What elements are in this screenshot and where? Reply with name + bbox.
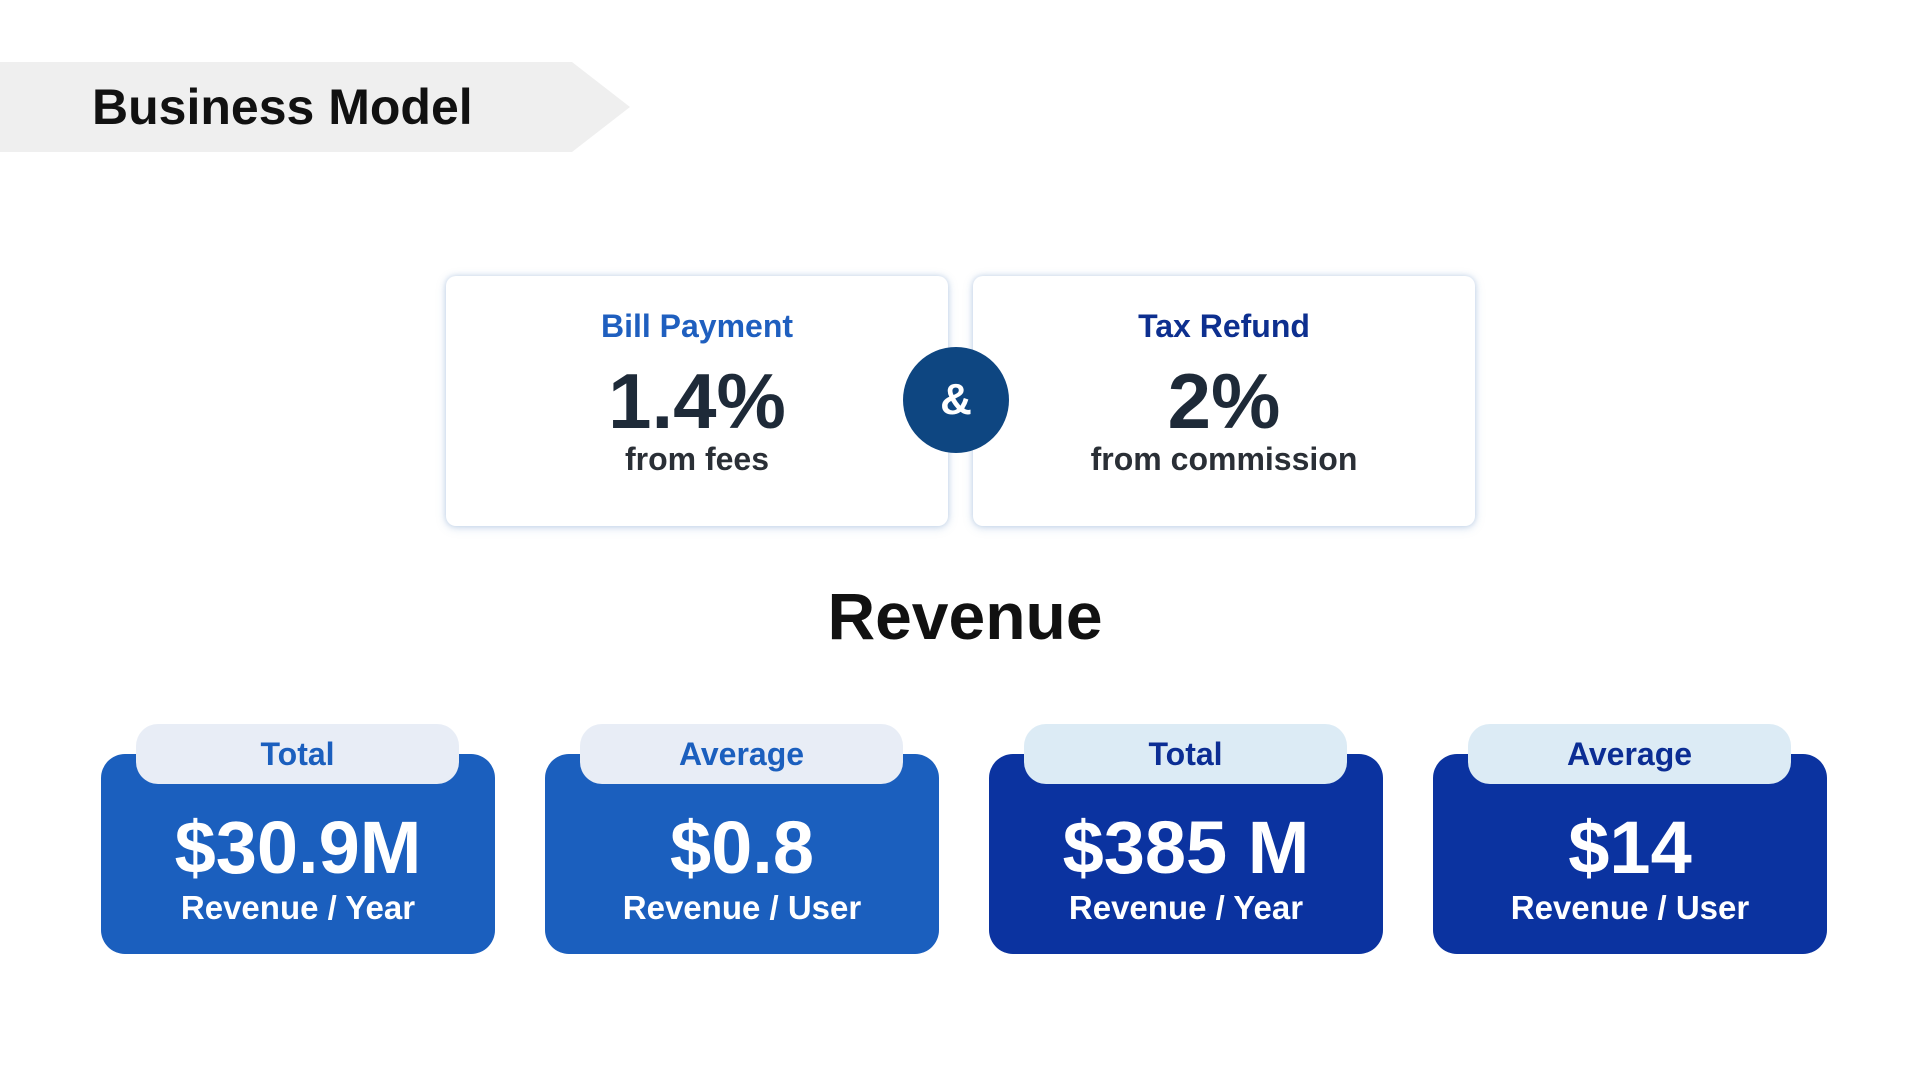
tax-refund-subtitle: from commission [1090,441,1358,477]
revenue-card-total-year-2: $385 M Revenue / Year [989,754,1383,954]
tax-refund-card: Tax Refund 2% from commission [973,276,1475,526]
revenue-card-value: $385 M [1062,806,1310,889]
tax-refund-label: Tax Refund [1138,308,1310,344]
revenue-card-average-user-1: $0.8 Revenue / User [545,754,939,954]
revenue-card-subtitle: Revenue / Year [180,889,416,926]
revenue-card-value: $30.9M [174,806,422,889]
revenue-card-value: $14 [1568,806,1692,889]
revenue-card-tab: Average [1468,724,1791,784]
ampersand-badge: & [903,347,1009,453]
bill-payment-card: Bill Payment 1.4% from fees [446,276,948,526]
revenue-card-subtitle: Revenue / Year [1068,889,1304,926]
revenue-card-subtitle: Revenue / User [622,889,862,926]
revenue-card-total-year-1: $30.9M Revenue / Year [101,754,495,954]
revenue-card-tab: Average [580,724,903,784]
bill-payment-value: 1.4% [608,357,786,445]
tax-refund-value: 2% [1167,357,1281,445]
revenue-section-title: Revenue [827,579,1103,653]
bill-payment-label: Bill Payment [600,308,794,344]
revenue-card-average-user-2: $14 Revenue / User [1433,754,1827,954]
page-title: Business Model [92,79,473,135]
revenue-card-subtitle: Revenue / User [1510,889,1750,926]
revenue-card-value: $0.8 [669,806,815,889]
bill-payment-subtitle: from fees [624,441,770,477]
header-banner [0,62,630,152]
revenue-card-tab: Total [1024,724,1347,784]
revenue-card-tab: Total [136,724,459,784]
